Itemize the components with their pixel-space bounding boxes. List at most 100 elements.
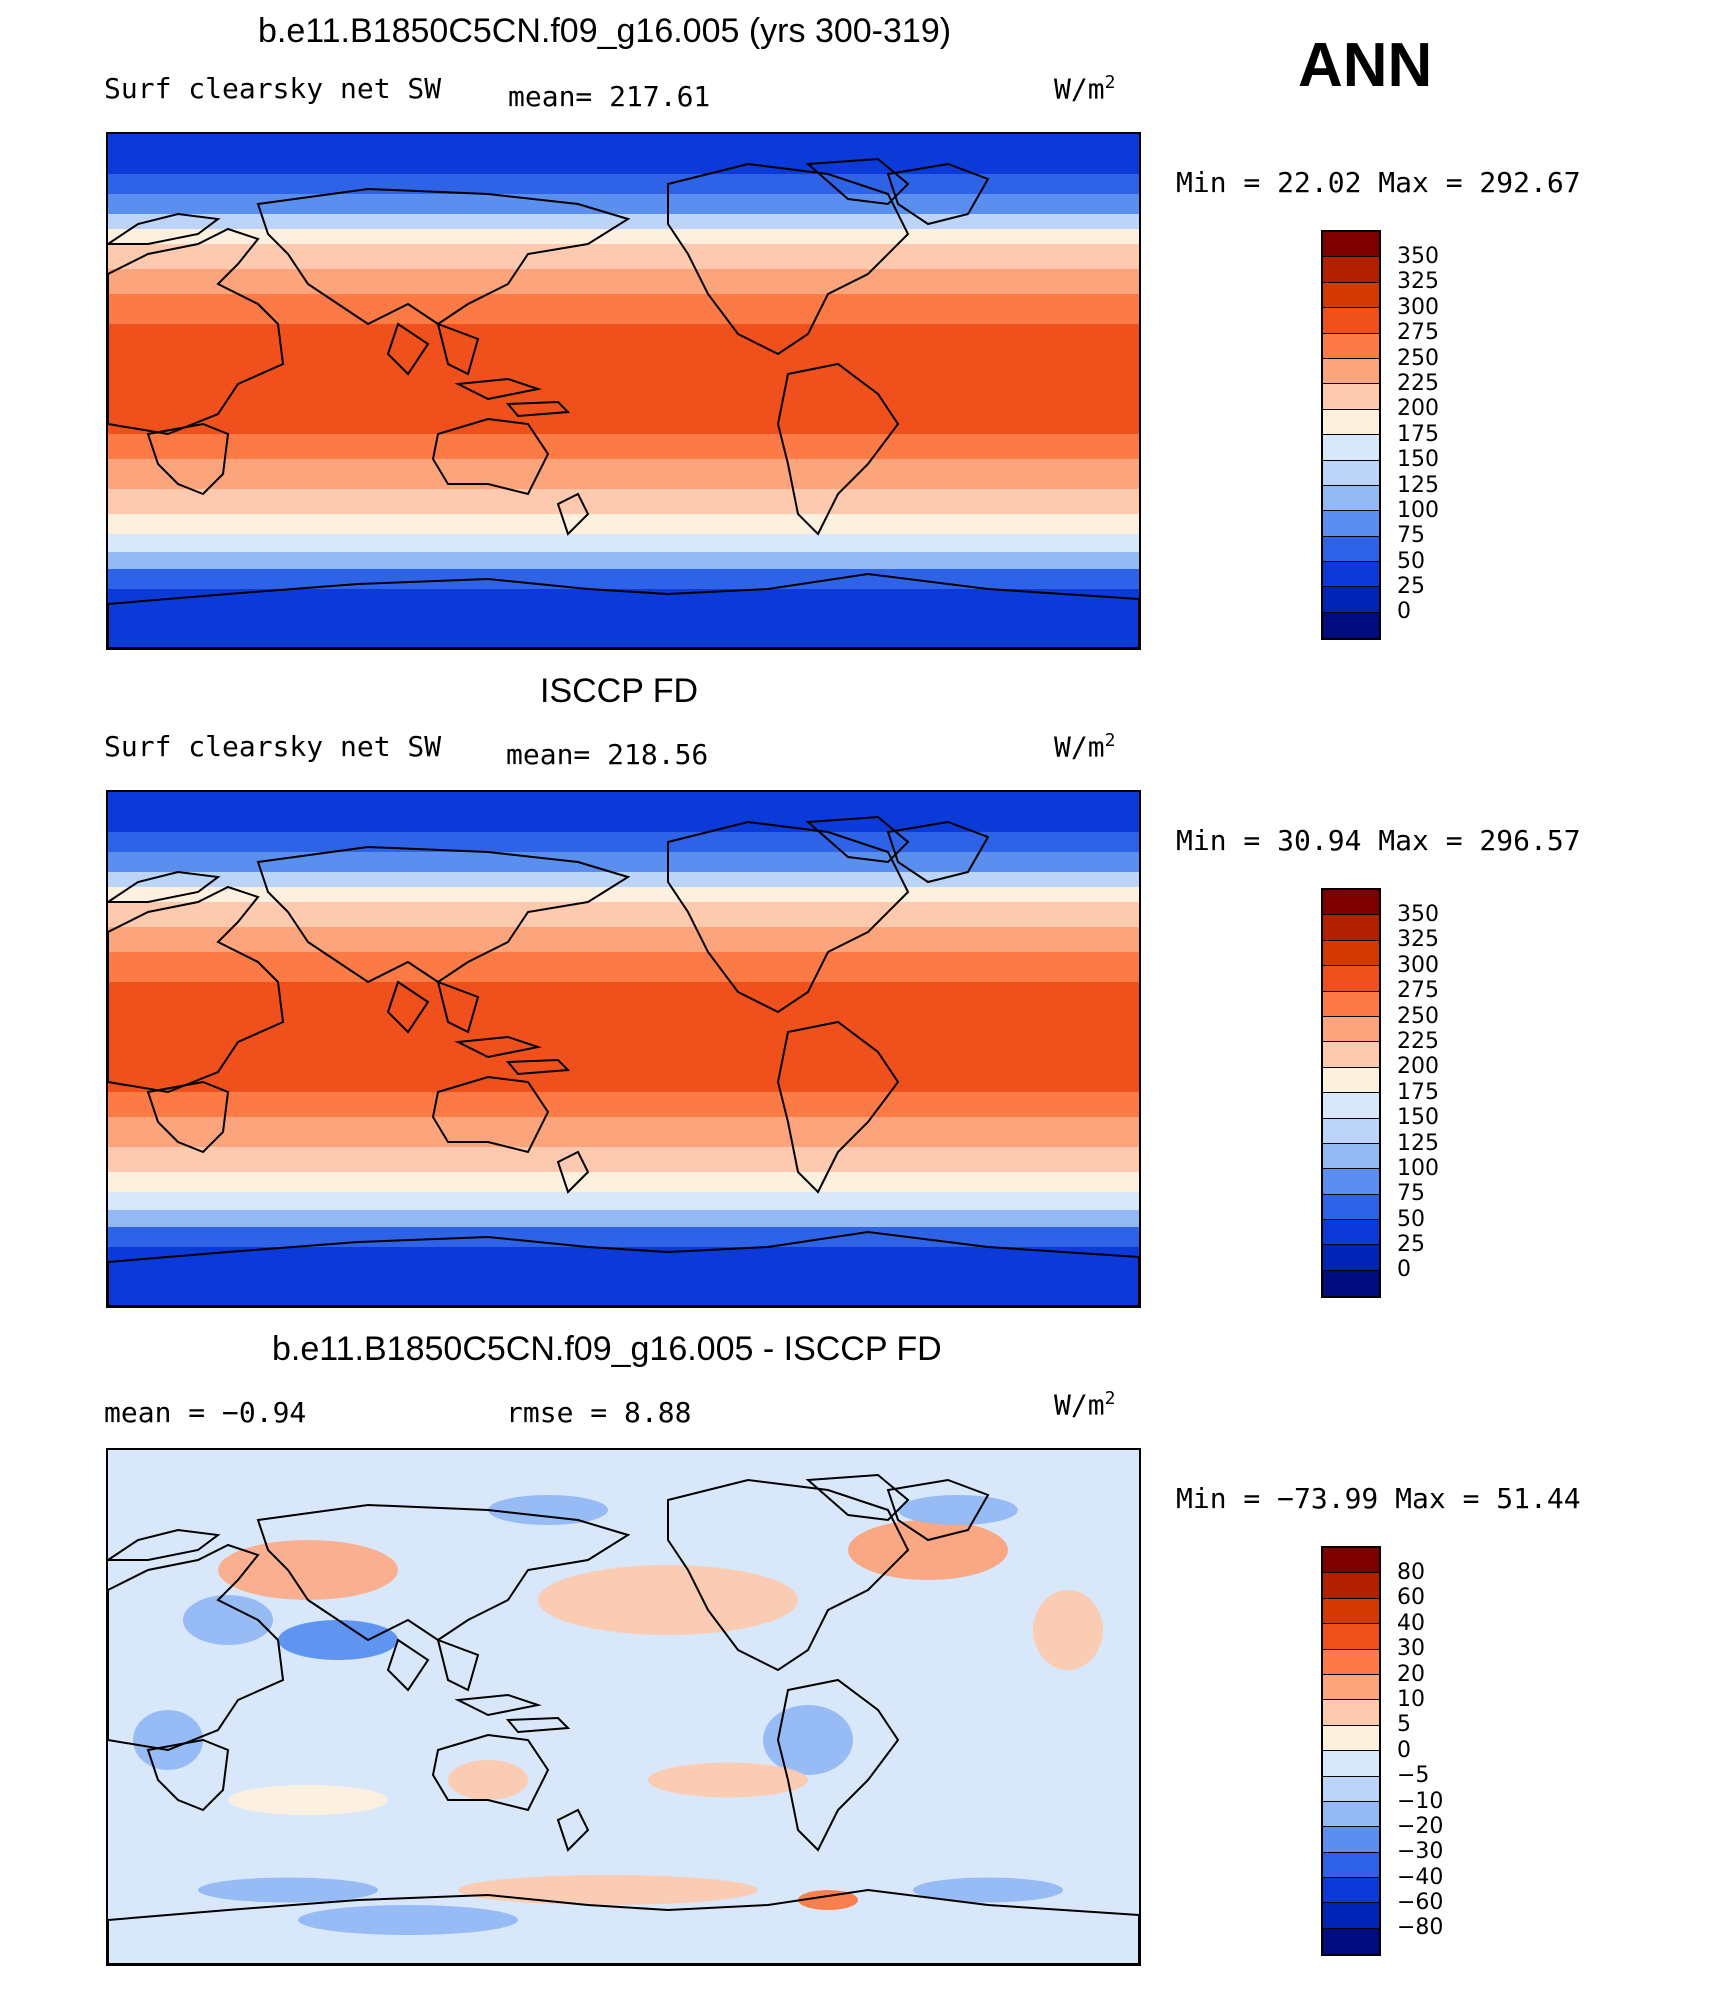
colorbar-swatch xyxy=(1323,1827,1379,1853)
colorbar-swatch xyxy=(1323,1801,1379,1828)
colorbar-swatch xyxy=(1323,511,1379,537)
colorbar-tick-label: −5 xyxy=(1397,1763,1430,1789)
colorbar-tick-label: 175 xyxy=(1397,1079,1439,1105)
panel-2-map xyxy=(106,790,1141,1308)
colorbar-tick-label: 25 xyxy=(1397,574,1425,600)
panel-1-colorbar-labels: 350 325 300 275 250 225 200 175 150 125 100 75 50 25 0 xyxy=(1397,244,1439,625)
colorbar-swatch xyxy=(1323,232,1379,258)
colorbar-tick-label: 75 xyxy=(1397,1181,1425,1207)
colorbar-swatch xyxy=(1323,1067,1379,1094)
colorbar-swatch xyxy=(1323,915,1379,941)
colorbar-swatch xyxy=(1323,1725,1379,1752)
panel-3-colorbar xyxy=(1321,1546,1381,1957)
panel-1-units: W/m2 xyxy=(1054,72,1116,106)
panel-1-minmax: Min = 22.02 Max = 292.67 xyxy=(1176,166,1581,199)
panel-3-colorbar-labels: 80 60 40 30 20 10 5 0 −5 −10 −20 −30 −40 −60 −80 xyxy=(1397,1560,1443,1941)
colorbar-tick-label: 100 xyxy=(1397,1155,1439,1181)
colorbar-tick-label: 325 xyxy=(1397,927,1439,953)
panel-1-mean: mean= 217.61 xyxy=(508,80,711,113)
colorbar-swatch xyxy=(1323,308,1379,334)
colorbar-swatch xyxy=(1323,1852,1379,1879)
colorbar-swatch xyxy=(1323,485,1379,512)
colorbar-tick-label: 325 xyxy=(1397,269,1439,295)
colorbar-tick-label: 150 xyxy=(1397,1105,1439,1131)
colorbar-swatch xyxy=(1323,536,1379,563)
colorbar-tick-label: 40 xyxy=(1397,1610,1425,1636)
colorbar-tick-label: 0 xyxy=(1397,1737,1411,1763)
colorbar-tick-label: 25 xyxy=(1397,1232,1425,1258)
colorbar-swatch xyxy=(1323,1143,1379,1170)
colorbar-tick-label: 0 xyxy=(1397,599,1411,625)
panel-2-title: ISCCP FD xyxy=(540,672,699,710)
panel-3-minmax: Min = −73.99 Max = 51.44 xyxy=(1176,1482,1581,1515)
colorbar-tick-label: 350 xyxy=(1397,244,1439,269)
colorbar-tick-label: 200 xyxy=(1397,396,1439,422)
colorbar-swatch xyxy=(1323,966,1379,992)
colorbar-swatch xyxy=(1323,1220,1379,1246)
panel-1-colorbar xyxy=(1321,230,1381,641)
panel-2-variable: Surf clearsky net SW xyxy=(104,730,442,763)
colorbar-swatch xyxy=(1323,1903,1379,1929)
panel-3-units: W/m2 xyxy=(1054,1388,1116,1422)
colorbar-tick-label: 30 xyxy=(1397,1636,1425,1662)
panel-2-mean: mean= 218.56 xyxy=(506,738,709,771)
panel-3-mean: mean = −0.94 xyxy=(104,1396,307,1429)
colorbar-tick-label: −40 xyxy=(1397,1864,1444,1890)
colorbar-swatch xyxy=(1323,1194,1379,1221)
colorbar-swatch xyxy=(1323,1042,1379,1068)
colorbar-tick-label: −80 xyxy=(1397,1915,1444,1941)
panel-1-map xyxy=(106,132,1141,650)
panel-2-minmax: Min = 30.94 Max = 296.57 xyxy=(1176,824,1581,857)
colorbar-tick-label: 20 xyxy=(1397,1661,1425,1687)
colorbar-swatch xyxy=(1323,562,1379,588)
colorbar-tick-label: −20 xyxy=(1397,1813,1444,1839)
colorbar-tick-label: 175 xyxy=(1397,421,1439,447)
colorbar-tick-label: −60 xyxy=(1397,1890,1444,1916)
panel-3-title: b.e11.B1850C5CN.f09_g16.005 - ISCCP FD xyxy=(272,1330,942,1368)
colorbar-swatch xyxy=(1323,257,1379,283)
colorbar-tick-label: 50 xyxy=(1397,1206,1425,1232)
colorbar-tick-label: −30 xyxy=(1397,1839,1444,1865)
panel-2-units: W/m2 xyxy=(1054,730,1116,764)
panel-2-colorbar-labels: 350 325 300 275 250 225 200 175 150 125 100 75 50 25 0 xyxy=(1397,902,1439,1283)
colorbar-swatch xyxy=(1323,612,1379,639)
colorbar-swatch xyxy=(1323,940,1379,967)
colorbar-swatch xyxy=(1323,1573,1379,1599)
colorbar-swatch xyxy=(1323,460,1379,486)
colorbar-swatch xyxy=(1323,587,1379,613)
panel-2-colorbar xyxy=(1321,888,1381,1299)
colorbar-tick-label: 75 xyxy=(1397,523,1425,549)
colorbar-swatch xyxy=(1323,1548,1379,1574)
colorbar-tick-label: 100 xyxy=(1397,497,1439,523)
colorbar-swatch xyxy=(1323,1270,1379,1297)
colorbar-tick-label: 10 xyxy=(1397,1686,1425,1712)
panel-1-title: b.e11.B1850C5CN.f09_g16.005 (yrs 300-319… xyxy=(258,12,952,50)
colorbar-tick-label: 80 xyxy=(1397,1560,1425,1585)
colorbar-swatch xyxy=(1323,991,1379,1017)
colorbar-tick-label: 150 xyxy=(1397,447,1439,473)
colorbar-tick-label: 0 xyxy=(1397,1257,1411,1283)
colorbar-tick-label: 300 xyxy=(1397,952,1439,978)
colorbar-swatch xyxy=(1323,1598,1379,1625)
colorbar-tick-label: 300 xyxy=(1397,294,1439,320)
panel-1-variable: Surf clearsky net SW xyxy=(104,72,442,105)
colorbar-tick-label: 60 xyxy=(1397,1585,1425,1611)
colorbar-tick-label: 350 xyxy=(1397,902,1439,927)
colorbar-swatch xyxy=(1323,1649,1379,1675)
colorbar-swatch xyxy=(1323,1700,1379,1726)
colorbar-swatch xyxy=(1323,1751,1379,1777)
colorbar-swatch xyxy=(1323,435,1379,461)
colorbar-tick-label: 250 xyxy=(1397,1003,1439,1029)
colorbar-swatch xyxy=(1323,890,1379,916)
colorbar-tick-label: 50 xyxy=(1397,548,1425,574)
colorbar-swatch xyxy=(1323,1928,1379,1955)
colorbar-swatch xyxy=(1323,1776,1379,1802)
colorbar-swatch xyxy=(1323,282,1379,309)
colorbar-swatch xyxy=(1323,384,1379,410)
colorbar-tick-label: 275 xyxy=(1397,978,1439,1004)
colorbar-swatch xyxy=(1323,358,1379,385)
colorbar-swatch xyxy=(1323,1245,1379,1271)
colorbar-tick-label: 275 xyxy=(1397,320,1439,346)
colorbar-swatch xyxy=(1323,1624,1379,1650)
colorbar-swatch xyxy=(1323,1093,1379,1119)
